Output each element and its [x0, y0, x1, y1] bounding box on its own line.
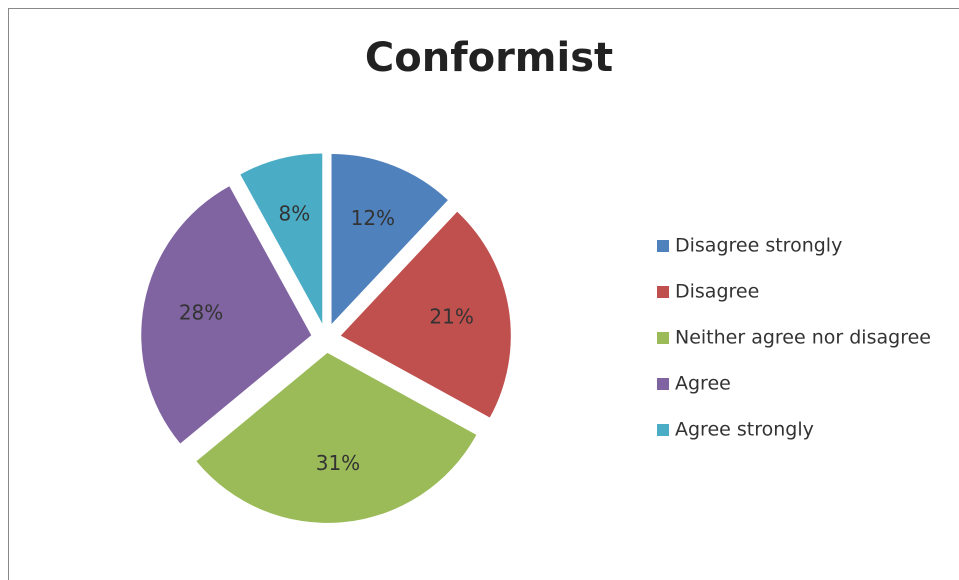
data-label: 8% — [278, 201, 310, 225]
pie-slice — [196, 352, 477, 523]
chart-border — [8, 8, 959, 580]
legend-label: Disagree strongly — [675, 235, 842, 257]
chart-title: Conformist — [365, 35, 613, 81]
legend-label: Agree strongly — [675, 419, 814, 441]
legend-swatch — [657, 240, 669, 252]
legend-label: Disagree — [675, 281, 759, 303]
legend-label: Agree — [675, 373, 731, 395]
data-label: 12% — [351, 206, 395, 230]
pie-slice — [331, 154, 448, 325]
data-label: 21% — [429, 305, 473, 329]
legend-swatch — [657, 378, 669, 390]
legend-swatch — [657, 332, 669, 344]
pie-slice — [240, 153, 323, 324]
legend-label: Neither agree nor disagree — [675, 327, 931, 349]
pie-slice — [141, 186, 312, 444]
data-label: 31% — [316, 451, 360, 475]
pie-slice — [340, 211, 511, 418]
legend-swatch — [657, 286, 669, 298]
legend-swatch — [657, 424, 669, 436]
data-label: 28% — [179, 301, 223, 325]
